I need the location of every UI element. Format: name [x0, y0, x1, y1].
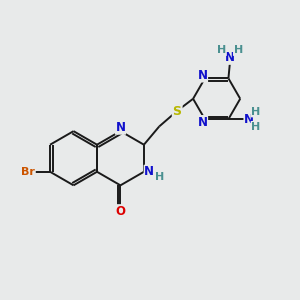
- Text: H: H: [217, 45, 226, 56]
- Text: H: H: [233, 45, 243, 56]
- Text: N: N: [144, 165, 154, 178]
- Text: O: O: [116, 205, 125, 218]
- Text: H: H: [251, 107, 260, 117]
- Text: S: S: [173, 103, 182, 116]
- Text: H: H: [154, 172, 164, 182]
- Text: N: N: [197, 69, 208, 82]
- Text: N: N: [225, 51, 235, 64]
- Text: Br: Br: [21, 167, 35, 177]
- Text: S: S: [172, 105, 182, 118]
- Text: N: N: [244, 113, 254, 126]
- Text: H: H: [251, 122, 260, 131]
- Text: N: N: [197, 116, 208, 129]
- Text: N: N: [116, 121, 125, 134]
